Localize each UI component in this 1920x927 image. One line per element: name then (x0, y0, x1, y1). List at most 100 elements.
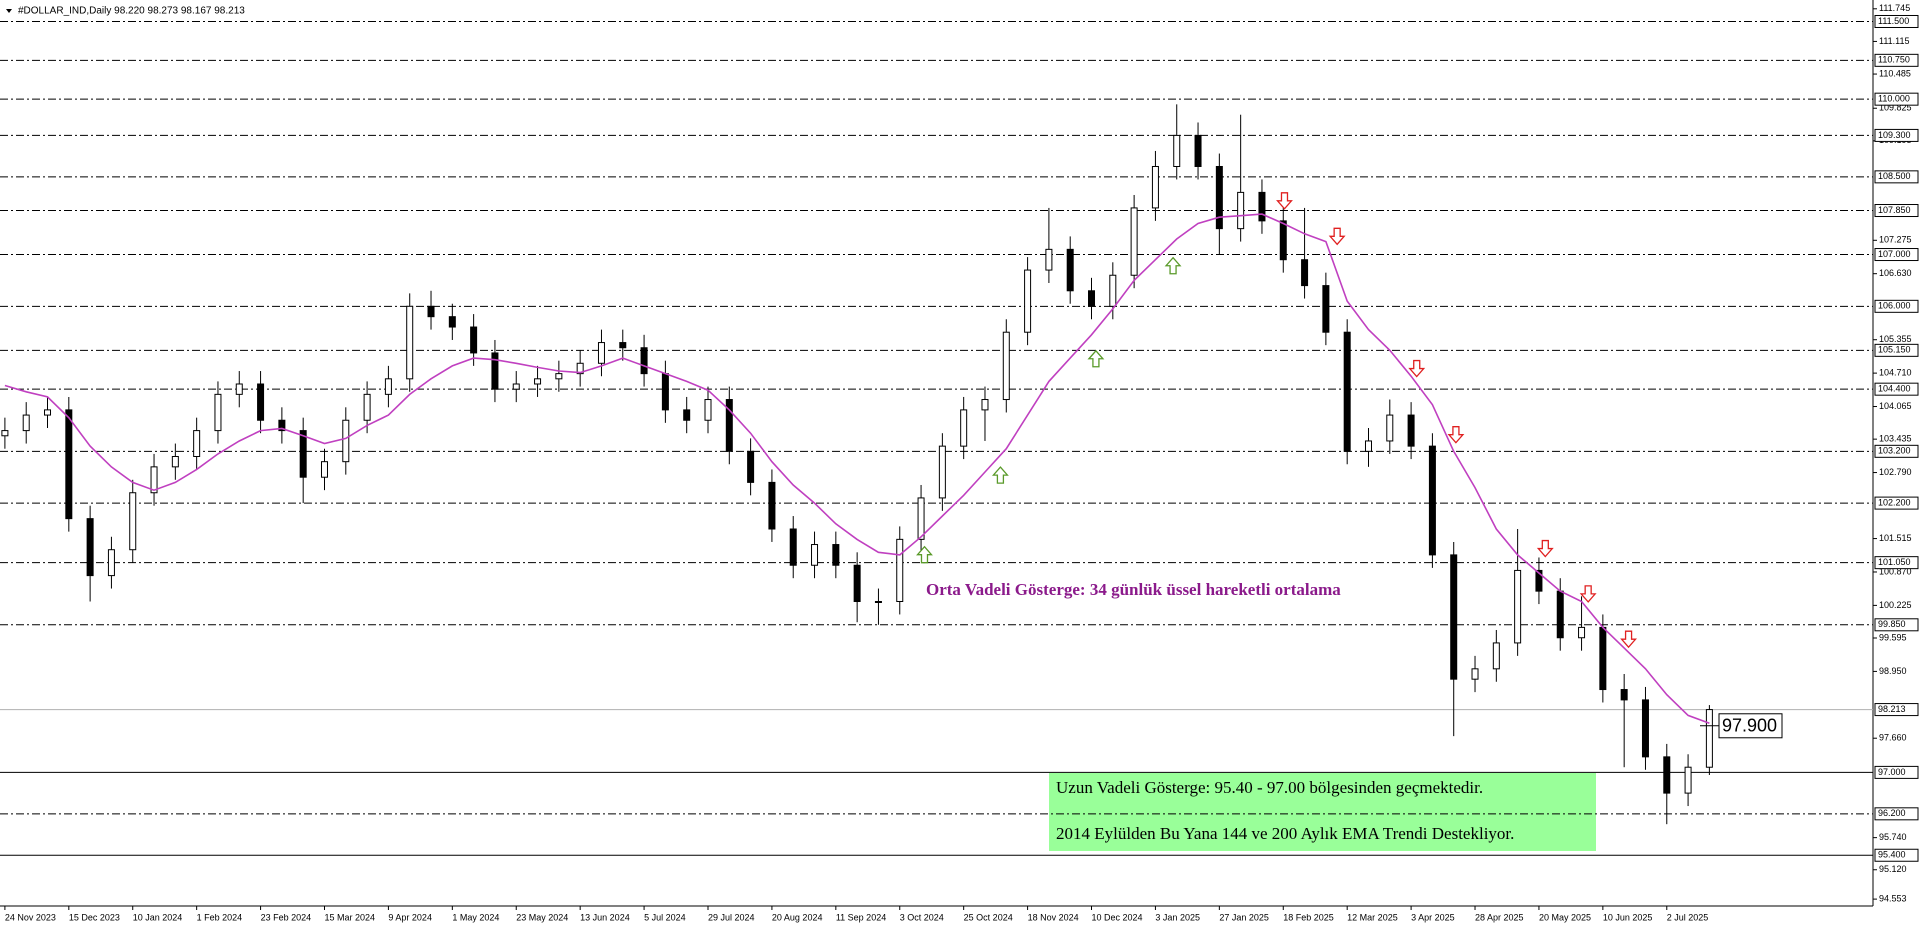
candle-body (406, 305, 414, 380)
y-tick-label: 102.790 (1879, 467, 1912, 477)
candle-body (1471, 668, 1479, 680)
y-tick-label: 95.740 (1879, 832, 1907, 842)
y-tick-label: 109.825 (1879, 103, 1912, 113)
candle-body (683, 409, 691, 421)
candle-body (661, 373, 669, 411)
level-label: 107.850 (1878, 205, 1911, 215)
last-price-label: 98.213 (1878, 704, 1906, 714)
candle-body (1705, 709, 1713, 768)
level-label: 105.150 (1878, 345, 1911, 355)
candle-body (107, 549, 115, 577)
menu-triangle (6, 9, 12, 13)
candle-body (22, 414, 30, 432)
ema-line (4, 213, 1710, 724)
level-label-box (1874, 343, 1919, 357)
level-label: 110.750 (1878, 55, 1910, 65)
y-tick-label: 107.275 (1879, 235, 1912, 245)
x-tick-label: 3 Apr 2025 (1411, 912, 1455, 922)
level-label: 108.500 (1878, 171, 1911, 181)
y-tick-label: 111.115 (1879, 36, 1910, 46)
candle-body (1578, 626, 1586, 639)
candle-body (44, 409, 52, 416)
y-tick-label: 99.595 (1879, 632, 1907, 642)
x-tick-label: 15 Dec 2023 (69, 912, 120, 922)
x-tick-label: 23 Feb 2024 (261, 912, 312, 922)
candle-body (1407, 414, 1415, 447)
candle-body (1258, 191, 1266, 222)
note-line: 2014 Eylülden Bu Yana 144 ve 200 Aylık E… (1056, 824, 1514, 843)
candle-body (981, 399, 989, 411)
candle-body (1088, 290, 1096, 307)
candle-body (853, 564, 861, 602)
x-tick-label: 24 Nov 2023 (5, 912, 56, 922)
candle-body (789, 528, 797, 566)
x-tick-label: 12 Mar 2025 (1347, 912, 1398, 922)
level-label: 111.500 (1878, 16, 1909, 26)
level-label: 95.400 (1878, 850, 1906, 860)
candle-body (1130, 207, 1138, 276)
down-arrow (1408, 359, 1426, 378)
x-tick-label: 20 Aug 2024 (772, 912, 823, 922)
candle-body (129, 492, 137, 551)
candle-body (470, 326, 478, 354)
candle-body (320, 461, 328, 478)
ema-label: 97.900 (1722, 716, 1777, 736)
candle-body (874, 600, 882, 603)
down-arrow (1579, 585, 1597, 603)
candle-body (1, 430, 9, 437)
y-tick-label: 111.745 (1879, 3, 1910, 13)
candle-body (1492, 642, 1500, 670)
x-tick-label: 3 Oct 2024 (900, 912, 944, 922)
candle-body (1109, 274, 1117, 307)
candle-body (1343, 331, 1351, 452)
candle-body (1599, 626, 1607, 691)
candle-body (278, 419, 286, 432)
candle-body (299, 430, 307, 478)
candle-body (811, 544, 819, 566)
candle-body (342, 419, 350, 463)
note-box (1049, 773, 1596, 851)
candle-body (1066, 248, 1074, 292)
candle-body (1386, 414, 1394, 442)
up-arrow (1087, 349, 1105, 368)
level-label-box (1874, 170, 1919, 184)
candle-body (1279, 220, 1287, 261)
candle-body (1514, 569, 1522, 644)
candle-body (704, 399, 712, 421)
y-tick-label: 104.065 (1879, 401, 1912, 411)
candle-body (448, 316, 456, 328)
y-tick-label: 94.553 (1879, 893, 1907, 903)
level-label: 107.000 (1878, 249, 1911, 259)
candle-body (555, 373, 563, 380)
x-tick-label: 18 Feb 2025 (1283, 912, 1334, 922)
x-tick-label: 3 Jan 2025 (1155, 912, 1200, 922)
candle-body (235, 383, 243, 395)
x-tick-label: 5 Jul 2024 (644, 912, 686, 922)
x-tick-label: 13 Jun 2024 (580, 912, 630, 922)
candle-body (1173, 134, 1181, 167)
x-tick-label: 10 Jun 2025 (1603, 912, 1653, 922)
candle-body (832, 544, 840, 566)
candle-body (257, 383, 265, 421)
candle-body (534, 378, 542, 385)
candle-body (491, 352, 499, 390)
candle-body (938, 445, 946, 499)
candle-body (1428, 445, 1436, 556)
y-tick-label: 98.950 (1879, 666, 1907, 676)
down-arrow (1620, 630, 1638, 649)
level-label-box (1874, 128, 1919, 142)
candle-body (960, 409, 968, 447)
candle-body (384, 378, 392, 395)
x-tick-label: 28 Apr 2025 (1475, 912, 1524, 922)
x-tick-label: 2 Jul 2025 (1667, 912, 1709, 922)
up-arrow (991, 466, 1009, 484)
down-arrow (1536, 539, 1554, 558)
level-label-box (1874, 765, 1919, 779)
level-label: 110.000 (1878, 94, 1910, 104)
candle-body (1322, 285, 1330, 333)
note-line: Uzun Vadeli Gösterge: 95.40 - 97.00 bölg… (1056, 778, 1483, 797)
candle-body (1641, 699, 1649, 758)
candle-body (427, 305, 435, 318)
